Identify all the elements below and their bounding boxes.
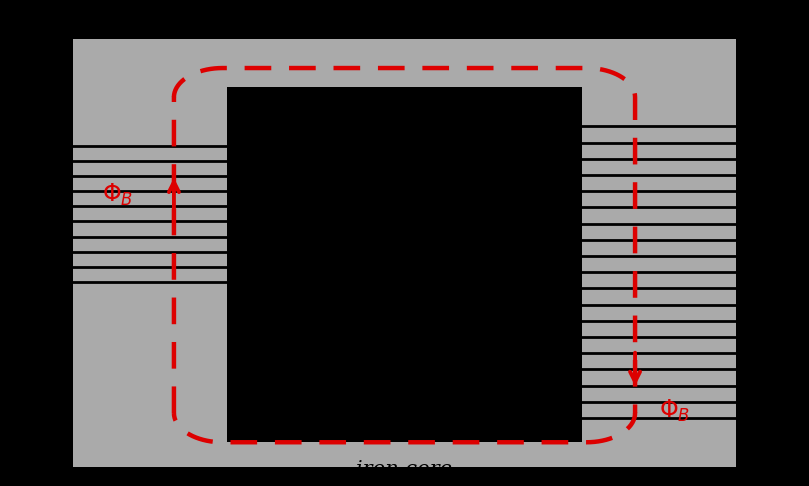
Bar bbox=[582, 126, 736, 418]
Text: $\Phi_B$: $\Phi_B$ bbox=[102, 181, 133, 208]
Bar bbox=[73, 146, 227, 282]
Text: $\Phi_B$: $\Phi_B$ bbox=[659, 398, 691, 424]
Text: iron core: iron core bbox=[357, 460, 452, 479]
Bar bbox=[73, 39, 736, 467]
Bar bbox=[227, 87, 582, 442]
